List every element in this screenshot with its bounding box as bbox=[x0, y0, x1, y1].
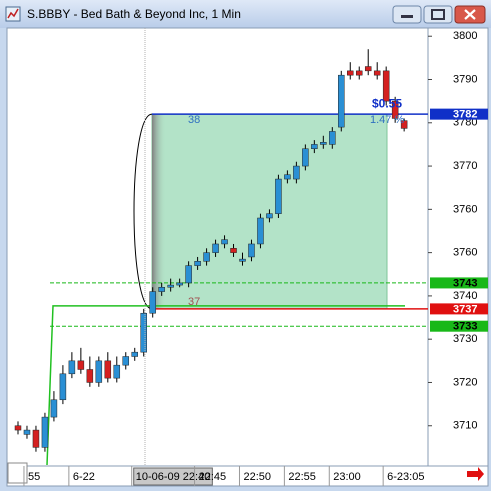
percent-label: 1.47 % bbox=[370, 114, 404, 126]
corner-box[interactable] bbox=[7, 462, 28, 484]
candle-body bbox=[167, 284, 174, 288]
level-label-box bbox=[430, 108, 488, 120]
candle-body bbox=[400, 120, 408, 129]
maximize-icon bbox=[431, 9, 445, 20]
candle-body bbox=[293, 165, 300, 180]
y-tick-label: 3730 bbox=[453, 333, 477, 345]
candle-body bbox=[266, 213, 273, 219]
x-tick-label: 6-22 bbox=[73, 471, 95, 483]
maximize-button[interactable] bbox=[423, 5, 453, 24]
close-icon bbox=[464, 9, 476, 20]
candle-body bbox=[23, 429, 31, 435]
profit-label: $0.55 bbox=[372, 96, 402, 110]
x-tick-label: 22:45 bbox=[199, 471, 227, 483]
minimize-icon bbox=[401, 15, 413, 18]
candle-body bbox=[194, 261, 201, 266]
level-label: 3782 bbox=[453, 109, 477, 121]
y-tick-label: 3760 bbox=[453, 247, 477, 259]
stop-line bbox=[46, 305, 405, 466]
time-axis bbox=[6, 465, 489, 487]
level-label-box bbox=[430, 277, 488, 289]
candle-body bbox=[14, 425, 22, 431]
candle-body bbox=[382, 70, 390, 102]
candle-body bbox=[149, 291, 156, 314]
candle-body bbox=[50, 399, 58, 418]
candle-body bbox=[59, 373, 67, 401]
candle-body bbox=[68, 360, 76, 375]
x-tick-label: 22:50 bbox=[243, 471, 271, 483]
candle-body bbox=[32, 429, 40, 448]
candle-body bbox=[239, 258, 246, 262]
candle-body bbox=[391, 100, 399, 119]
x-tick-label: 55 bbox=[28, 471, 40, 483]
candle-body bbox=[338, 74, 345, 128]
candle-body bbox=[347, 70, 354, 76]
level-label: 3733 bbox=[453, 321, 477, 333]
candle-body bbox=[329, 131, 336, 145]
candle-body bbox=[302, 148, 309, 167]
x-cursor-label-box bbox=[133, 467, 213, 486]
candle-body bbox=[104, 360, 112, 379]
x-tick-label: 6-23:05 bbox=[387, 471, 424, 483]
candle-body bbox=[284, 174, 291, 180]
candle-body bbox=[275, 178, 282, 214]
candle-body bbox=[86, 369, 94, 383]
y-tick-label: 3720 bbox=[453, 376, 477, 388]
x-tick-label: 10-06-09 22:40 bbox=[136, 471, 211, 483]
candle-body bbox=[373, 70, 381, 76]
x-tick-label: 23:00 bbox=[333, 471, 361, 483]
target-label: 38 bbox=[188, 114, 200, 126]
candle-body bbox=[221, 239, 228, 245]
level-label: 3743 bbox=[453, 277, 477, 289]
window-title: S.BBBY - Bed Bath & Beyond Inc, 1 Min bbox=[27, 7, 241, 21]
candle-body bbox=[364, 66, 372, 72]
candle-body bbox=[122, 356, 130, 366]
level-label-box bbox=[430, 303, 488, 315]
y-tick-label: 3800 bbox=[453, 30, 477, 42]
level-label: 3737 bbox=[453, 303, 477, 315]
candle-body bbox=[77, 360, 85, 370]
y-tick-label: 3770 bbox=[453, 160, 477, 172]
minimize-button[interactable] bbox=[392, 5, 422, 24]
candle-body bbox=[311, 144, 318, 150]
candle-body bbox=[113, 364, 121, 379]
candle-body bbox=[41, 416, 49, 448]
candle-body bbox=[185, 265, 192, 284]
candle-body bbox=[131, 351, 138, 357]
trade-box-edge bbox=[152, 114, 166, 309]
scroll-arrow[interactable] bbox=[467, 467, 484, 481]
entry-label: 37 bbox=[188, 296, 200, 308]
candle-body bbox=[230, 248, 237, 253]
y-tick-label: 3740 bbox=[453, 290, 477, 302]
candle-body bbox=[355, 70, 363, 76]
y-tick-label: 3710 bbox=[453, 420, 477, 432]
candle-body bbox=[95, 360, 103, 383]
level-label-box bbox=[430, 320, 488, 332]
y-tick-label: 3780 bbox=[453, 117, 477, 129]
candle-body bbox=[176, 282, 183, 286]
candle-body bbox=[320, 142, 327, 145]
x-tick-label: 22:55 bbox=[288, 471, 316, 483]
y-tick-label: 3760 bbox=[453, 203, 477, 215]
window-buttons[interactable] bbox=[392, 5, 486, 24]
y-tick-label: 3790 bbox=[453, 73, 477, 85]
candle-body bbox=[158, 287, 165, 292]
app-icon-graph bbox=[7, 8, 19, 19]
candle-body bbox=[212, 243, 219, 253]
candle-body bbox=[203, 252, 210, 262]
candle-body bbox=[257, 217, 264, 245]
trade-bracket bbox=[133, 113, 153, 310]
plot-layer: 3800 3790 3780 3770 3760 3760 3740 3730 3720 3710… bbox=[14, 30, 488, 466]
candle-body bbox=[248, 243, 255, 258]
candle-body bbox=[140, 312, 147, 353]
